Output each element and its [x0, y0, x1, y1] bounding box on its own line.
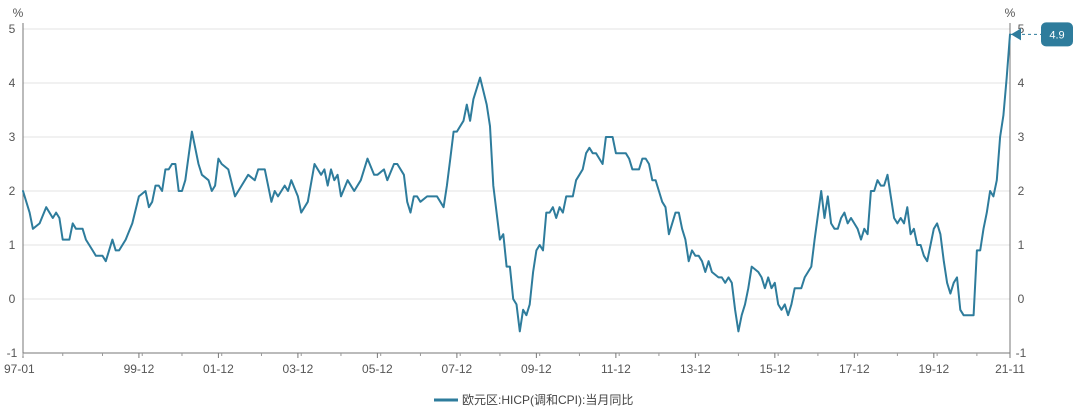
x-tick-label: 13-12 — [680, 362, 711, 376]
y-tick-label-right: 5 — [1018, 22, 1025, 36]
latest-value-callout: 4.9 — [1010, 22, 1073, 47]
y-tick-label-left: 2 — [9, 184, 16, 198]
y-tick-label-left: 1 — [9, 238, 16, 252]
y-axis-left-ticks: -1 0 1 2 3 4 5 — [7, 22, 18, 360]
y-tick-label-right: -1 — [1016, 346, 1027, 360]
y-tick-label-left: 4 — [9, 76, 16, 90]
y-tick-label-right: 1 — [1018, 238, 1025, 252]
x-tick-label: 99-12 — [124, 362, 155, 376]
series-line-hicp — [22, 33, 1011, 333]
axes — [22, 23, 1011, 354]
x-tick-label: 07-12 — [442, 362, 473, 376]
gridlines — [23, 28, 1010, 354]
x-tick-label: 15-12 — [759, 362, 790, 376]
x-tick-label: 03-12 — [283, 362, 314, 376]
x-axis-ticks: 97-01 99-12 01-12 03-12 05-12 07-12 09-12 11-12… — [4, 353, 1025, 376]
x-tick-label: 17-12 — [839, 362, 870, 376]
callout-badge — [1041, 22, 1073, 47]
legend-label-hicp: 欧元区:HICP(调和CPI):当月同比 — [462, 393, 633, 407]
y-tick-label-left: -1 — [7, 346, 18, 360]
x-tick-label: 09-12 — [521, 362, 552, 376]
x-tick-label: 21-11 — [995, 362, 1025, 376]
y-tick-label-right: 0 — [1018, 292, 1025, 306]
y-axis-right-ticks: -1 0 1 2 3 4 5 — [1016, 22, 1027, 360]
callout-marker-icon — [1011, 28, 1021, 41]
y-tick-label-right: 2 — [1018, 184, 1025, 198]
x-tick-label: 05-12 — [362, 362, 393, 376]
legend[interactable]: 欧元区:HICP(调和CPI):当月同比 — [434, 393, 633, 407]
y-tick-label-left: 3 — [9, 130, 16, 144]
y-axis-left-unit: % — [13, 6, 24, 20]
y-axis-right-unit: % — [1005, 6, 1016, 20]
callout-value-label: 4.9 — [1049, 29, 1064, 41]
x-tick-label: 19-12 — [918, 362, 949, 376]
y-tick-label-right: 3 — [1018, 130, 1025, 144]
x-tick-label: 11-12 — [601, 362, 631, 376]
y-tick-label-left: 0 — [9, 292, 16, 306]
x-tick-label: 01-12 — [203, 362, 234, 376]
y-tick-label-left: 5 — [9, 22, 16, 36]
y-tick-label-right: 4 — [1018, 76, 1025, 90]
x-tick-label: 97-01 — [4, 362, 35, 376]
